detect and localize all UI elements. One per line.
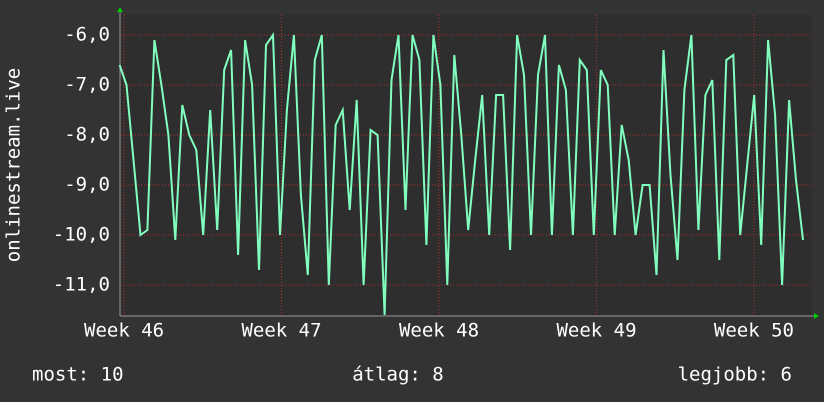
plot-area [120,15,812,316]
stat-best: legjobb: 6 [678,364,792,386]
y-tick-label: -9,0 [64,174,110,196]
stat-current: most: 10 [32,364,124,386]
y-tick-label: -7,0 [64,74,110,96]
y-axis-label: onlinestream.live [3,68,25,262]
stat-average: átlag: 8 [352,364,444,386]
x-tick-label: Week 48 [399,320,479,342]
axis-arrow [814,313,819,319]
x-tick-label: Week 47 [241,320,321,342]
y-tick-label: -6,0 [64,24,110,46]
data-line [118,31,804,316]
y-tick-label: -10,0 [53,224,110,246]
y-tick-label: -11,0 [53,274,110,296]
x-tick-label: Week 46 [84,320,164,342]
y-tick-label: -8,0 [64,124,110,146]
x-tick-label: Week 49 [556,320,636,342]
x-tick-label: Week 50 [714,320,794,342]
axis-arrow [117,7,123,12]
